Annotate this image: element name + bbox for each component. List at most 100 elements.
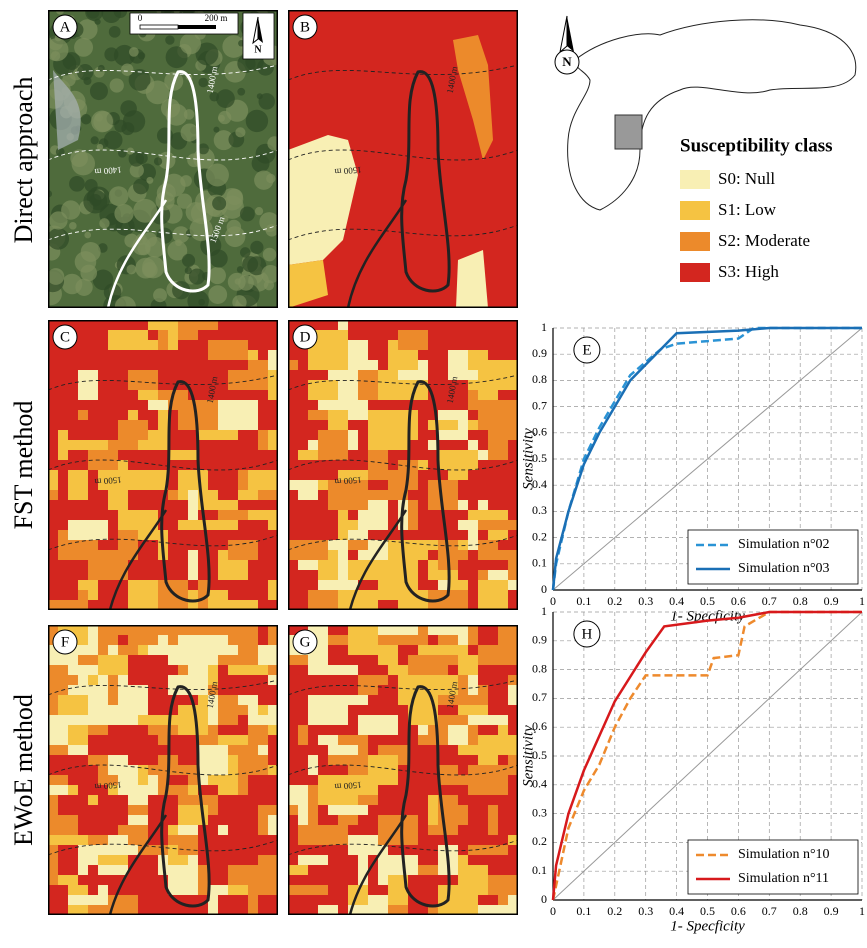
road <box>348 814 408 915</box>
y-tick-label: 0.6 <box>532 425 547 439</box>
class-area <box>198 685 208 695</box>
tree-canopy <box>188 268 206 285</box>
panel-letter: C <box>60 329 70 345</box>
class-area <box>338 590 378 610</box>
x-tick-label: 0.7 <box>762 594 777 608</box>
y-tick-label: 0.3 <box>532 805 547 819</box>
class-area <box>408 865 438 875</box>
class-area <box>148 705 178 715</box>
class-area <box>98 855 138 865</box>
class-area <box>68 520 108 540</box>
class-area <box>298 490 318 500</box>
class-area <box>218 550 228 580</box>
tree-canopy <box>133 198 158 223</box>
tree-canopy <box>146 176 154 184</box>
class-area <box>178 735 198 765</box>
class-area <box>348 340 368 350</box>
class-area <box>218 725 248 735</box>
class-area <box>148 340 158 350</box>
tree-canopy <box>235 127 246 138</box>
tree-canopy <box>265 224 278 237</box>
class-area <box>168 735 178 745</box>
legend-label: S2: Moderate <box>718 231 810 250</box>
reference-line <box>552 327 863 591</box>
class-area <box>258 490 278 500</box>
locator-outline <box>567 19 857 211</box>
class-area <box>308 380 338 400</box>
class-area <box>308 440 318 450</box>
panel-letter: H <box>581 626 592 642</box>
tree-canopy <box>91 110 114 133</box>
class-area <box>288 865 308 875</box>
class-area <box>408 410 418 440</box>
class-area <box>468 665 478 695</box>
class-area <box>228 675 268 695</box>
class-area <box>58 835 78 845</box>
class-area <box>58 795 88 815</box>
legend-label: S3: High <box>718 262 779 281</box>
class-area <box>208 815 218 845</box>
tree-canopy <box>75 278 93 296</box>
tree-canopy <box>48 38 69 62</box>
tree-canopy <box>69 175 85 192</box>
tree-canopy <box>195 42 219 66</box>
contour-line <box>288 374 518 391</box>
tree-canopy <box>213 126 220 133</box>
class-area <box>68 470 88 500</box>
class-area <box>168 450 198 460</box>
x-tick-label: 0.2 <box>607 594 622 608</box>
class-area <box>268 755 278 785</box>
class-area <box>358 715 398 735</box>
legend-label: Simulation n°11 <box>738 871 829 886</box>
class-area <box>288 135 358 265</box>
tree-canopy <box>167 240 188 261</box>
tree-canopy <box>121 63 134 76</box>
class-area <box>478 500 488 510</box>
locator-area <box>614 114 643 150</box>
tree-canopy <box>128 151 144 167</box>
class-area <box>438 765 458 775</box>
tree-canopy <box>89 82 108 101</box>
x-tick-label: 0.3 <box>638 904 653 918</box>
class-area <box>158 695 198 705</box>
tree-canopy <box>179 33 202 55</box>
class-area <box>348 775 378 795</box>
tree-canopy <box>85 10 104 21</box>
class-area <box>258 625 268 645</box>
legend-title: Susceptibility class <box>680 135 833 156</box>
class-area <box>218 795 258 825</box>
legend-box <box>687 529 859 585</box>
tree-canopy <box>198 77 209 88</box>
x-tick-label: 1 <box>859 594 865 608</box>
tree-canopy <box>237 87 246 96</box>
y-tick-label: 0.6 <box>532 719 547 733</box>
x-tick-label: 0.1 <box>576 594 591 608</box>
class-area <box>248 360 268 390</box>
tree-canopy <box>208 285 228 305</box>
tree-canopy <box>104 47 119 62</box>
class-area <box>148 655 168 675</box>
x-tick-label: 0 <box>550 594 556 608</box>
tree-canopy <box>183 109 195 120</box>
tree-canopy <box>48 268 65 285</box>
class-area <box>508 550 518 570</box>
contour-line <box>48 459 278 471</box>
contour-line <box>288 459 518 471</box>
class-area <box>68 665 78 675</box>
class-area <box>358 855 368 885</box>
class-area <box>298 825 318 835</box>
landslide-outline <box>160 380 211 603</box>
contour-line <box>48 534 278 551</box>
class-area <box>438 645 468 655</box>
class-area <box>168 855 188 865</box>
class-area <box>168 490 178 500</box>
class-area <box>288 360 298 370</box>
tree-canopy <box>245 109 269 133</box>
tree-canopy <box>187 290 209 308</box>
map-panel: 1400 m 1500 m G <box>288 625 518 915</box>
tree-canopy <box>239 247 251 258</box>
contour-line <box>288 764 518 776</box>
tree-canopy <box>109 78 124 93</box>
